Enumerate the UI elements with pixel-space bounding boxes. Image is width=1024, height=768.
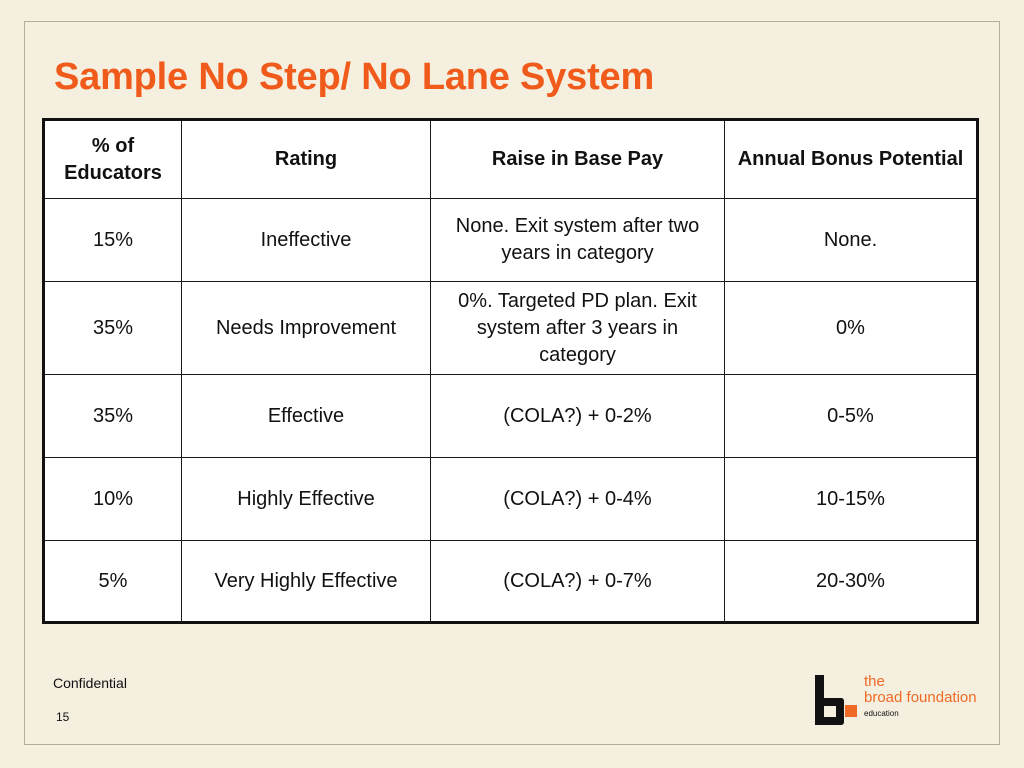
- slide-frame: [24, 21, 1000, 745]
- header-annual-bonus: Annual Bonus Potential: [724, 119, 978, 199]
- cell-rating: Very Highly Effective: [181, 540, 431, 623]
- cell-bonus: 0%: [724, 281, 978, 375]
- page-number: 15: [56, 710, 70, 724]
- logo-mark-bar: [815, 675, 824, 725]
- cell-bonus: 20-30%: [724, 540, 978, 623]
- logo-text-the: the: [864, 673, 885, 690]
- logo-mark-bowl: [822, 698, 844, 725]
- table-row: 5% Very Highly Effective (COLA?) + 0-7% …: [43, 540, 978, 623]
- cell-percent: 35%: [43, 374, 182, 458]
- header-percent-educators: % of Educators: [43, 119, 182, 199]
- cell-percent: 15%: [43, 198, 182, 282]
- compensation-table: % of Educators Rating Raise in Base Pay …: [42, 118, 979, 624]
- cell-percent: 35%: [43, 281, 182, 375]
- cell-rating: Highly Effective: [181, 457, 431, 541]
- logo-text-education: education: [864, 709, 899, 718]
- logo-mark-square: [845, 705, 857, 717]
- table-row: 15% Ineffective None. Exit system after …: [43, 198, 978, 282]
- confidential-label: Confidential: [53, 675, 127, 691]
- logo-text-broad-foundation: broad foundation: [864, 689, 977, 706]
- cell-raise: (COLA?) + 0-2%: [430, 374, 725, 458]
- table-row: 35% Needs Improvement 0%. Targeted PD pl…: [43, 281, 978, 375]
- slide-title: Sample No Step/ No Lane System: [54, 56, 655, 98]
- cell-raise: None. Exit system after two years in cat…: [430, 198, 725, 282]
- cell-bonus: 10-15%: [724, 457, 978, 541]
- cell-rating: Ineffective: [181, 198, 431, 282]
- cell-raise: 0%. Targeted PD plan. Exit system after …: [430, 281, 725, 375]
- broad-foundation-logo: the broad foundation education: [815, 673, 995, 729]
- cell-bonus: 0-5%: [724, 374, 978, 458]
- header-rating: Rating: [181, 119, 431, 199]
- table-header-row: % of Educators Rating Raise in Base Pay …: [43, 119, 978, 199]
- header-raise-base-pay: Raise in Base Pay: [430, 119, 725, 199]
- cell-raise: (COLA?) + 0-7%: [430, 540, 725, 623]
- cell-percent: 10%: [43, 457, 182, 541]
- table-row: 35% Effective (COLA?) + 0-2% 0-5%: [43, 374, 978, 458]
- cell-bonus: None.: [724, 198, 978, 282]
- cell-rating: Needs Improvement: [181, 281, 431, 375]
- table-row: 10% Highly Effective (COLA?) + 0-4% 10-1…: [43, 457, 978, 541]
- cell-raise: (COLA?) + 0-4%: [430, 457, 725, 541]
- cell-percent: 5%: [43, 540, 182, 623]
- cell-rating: Effective: [181, 374, 431, 458]
